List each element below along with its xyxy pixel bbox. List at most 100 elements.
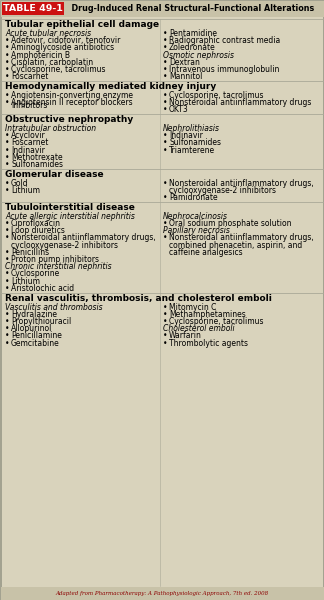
Text: •: •: [5, 146, 9, 155]
Text: Cyclosporine: Cyclosporine: [11, 269, 60, 278]
Text: TABLE 49-1: TABLE 49-1: [3, 4, 63, 13]
Bar: [1, 1, 323, 16]
Text: cyclooxygenase-2 inhibitors: cyclooxygenase-2 inhibitors: [11, 241, 118, 250]
Text: Aristolochic acid: Aristolochic acid: [11, 284, 74, 293]
Text: •: •: [163, 317, 168, 326]
Text: •: •: [163, 310, 168, 319]
Text: Gemcitabine: Gemcitabine: [11, 338, 60, 347]
Text: •: •: [163, 338, 168, 347]
Bar: [2, 2, 64, 15]
Text: •: •: [163, 233, 168, 242]
Text: Foscarnet: Foscarnet: [11, 72, 48, 81]
Text: •: •: [5, 233, 9, 242]
Text: Sulfonamides: Sulfonamides: [11, 160, 63, 169]
Text: caffeine analgesics: caffeine analgesics: [169, 248, 243, 257]
Text: Papillary necrosis: Papillary necrosis: [163, 226, 230, 235]
Text: •: •: [163, 331, 168, 340]
Text: •: •: [5, 43, 9, 52]
Text: Pentamidine: Pentamidine: [169, 29, 217, 38]
Text: Triamterene: Triamterene: [169, 146, 215, 155]
Text: •: •: [5, 226, 9, 235]
Text: •: •: [163, 43, 168, 52]
Text: •: •: [163, 131, 168, 140]
Text: Pamidronate: Pamidronate: [169, 193, 218, 202]
Text: Indinavir: Indinavir: [169, 131, 203, 140]
Text: Oral sodium phosphate solution: Oral sodium phosphate solution: [169, 219, 292, 228]
Text: Nephrocalcinosis: Nephrocalcinosis: [163, 212, 228, 221]
Text: •: •: [5, 269, 9, 278]
Text: •: •: [5, 324, 9, 333]
Text: •: •: [5, 179, 9, 188]
Text: •: •: [5, 160, 9, 169]
Text: Obstructive nephropathy: Obstructive nephropathy: [5, 115, 133, 124]
Text: •: •: [163, 193, 168, 202]
Text: •: •: [163, 29, 168, 38]
Text: Methamphetamines: Methamphetamines: [169, 310, 246, 319]
Text: Angiotensin-converting enzyme
inhibitors: Angiotensin-converting enzyme inhibitors: [11, 91, 133, 110]
Text: combined phenacetin, aspirin, and: combined phenacetin, aspirin, and: [169, 241, 302, 250]
Text: Penicillamine: Penicillamine: [11, 331, 62, 340]
Text: Nonsteroidal antiinflammatory drugs: Nonsteroidal antiinflammatory drugs: [169, 98, 311, 107]
Text: Zoledronate: Zoledronate: [169, 43, 216, 52]
Text: •: •: [5, 36, 9, 45]
Text: Amphotericin B: Amphotericin B: [11, 50, 70, 59]
Text: Thrombolytic agents: Thrombolytic agents: [169, 338, 248, 347]
Text: Nephrolithiasis: Nephrolithiasis: [163, 124, 220, 133]
Text: •: •: [163, 146, 168, 155]
Text: Dextran: Dextran: [169, 58, 200, 67]
Text: Cyclosporine, tacrolimus: Cyclosporine, tacrolimus: [11, 65, 106, 74]
Text: •: •: [5, 131, 9, 140]
Text: •: •: [5, 65, 9, 74]
Text: Hydralazine: Hydralazine: [11, 310, 57, 319]
Text: •: •: [5, 331, 9, 340]
Text: Cisplatin, carboplatin: Cisplatin, carboplatin: [11, 58, 93, 67]
Text: Indinavir: Indinavir: [11, 146, 45, 155]
Text: •: •: [163, 302, 168, 311]
Text: Allopurinol: Allopurinol: [11, 324, 52, 333]
Text: Mannitol: Mannitol: [169, 72, 202, 81]
Text: Warfarin: Warfarin: [169, 331, 202, 340]
Text: OKT3: OKT3: [169, 106, 189, 115]
Text: Radiographic contrast media: Radiographic contrast media: [169, 36, 280, 45]
Text: Cyclosporine, tacrolimus: Cyclosporine, tacrolimus: [169, 317, 263, 326]
Text: •: •: [5, 338, 9, 347]
Text: •: •: [5, 284, 9, 293]
Text: Vasculitis and thrombosis: Vasculitis and thrombosis: [5, 302, 103, 311]
Text: •: •: [5, 91, 9, 100]
Text: Penicillins: Penicillins: [11, 248, 49, 257]
Text: •: •: [5, 153, 9, 162]
Text: •: •: [163, 179, 168, 188]
Text: Acute tubular necrosis: Acute tubular necrosis: [5, 29, 91, 38]
Text: Sulfonamides: Sulfonamides: [169, 139, 221, 148]
Text: Foscarnet: Foscarnet: [11, 139, 48, 148]
Text: Mitomycin C: Mitomycin C: [169, 302, 216, 311]
Text: Drug-Induced Renal Structural–Functional Alterations: Drug-Induced Renal Structural–Functional…: [66, 4, 315, 13]
Text: Intratubular obstruction: Intratubular obstruction: [5, 124, 96, 133]
Text: •: •: [163, 219, 168, 228]
Text: •: •: [163, 58, 168, 67]
Text: Acyclovir: Acyclovir: [11, 131, 46, 140]
Text: •: •: [5, 317, 9, 326]
Text: Cholesterol emboli: Cholesterol emboli: [163, 324, 235, 333]
Text: •: •: [5, 248, 9, 257]
Text: Nonsteroidal antiinflammatory drugs,: Nonsteroidal antiinflammatory drugs,: [169, 233, 314, 242]
Text: •: •: [5, 50, 9, 59]
Text: Adefovir, cidofovir, tenofovir: Adefovir, cidofovir, tenofovir: [11, 36, 121, 45]
Text: •: •: [163, 36, 168, 45]
Text: •: •: [163, 65, 168, 74]
Text: Aminoglycoside antibiotics: Aminoglycoside antibiotics: [11, 43, 114, 52]
Text: •: •: [163, 98, 168, 107]
Text: Proton pump inhibitors: Proton pump inhibitors: [11, 255, 99, 264]
Text: •: •: [5, 98, 9, 107]
Text: Nonsteroidal antiinflammatory drugs,: Nonsteroidal antiinflammatory drugs,: [11, 233, 156, 242]
Text: •: •: [5, 58, 9, 67]
Text: Renal vasculitis, thrombosis, and cholesterol emboli: Renal vasculitis, thrombosis, and choles…: [5, 293, 272, 302]
Text: •: •: [5, 186, 9, 195]
Text: Propylthiouracil: Propylthiouracil: [11, 317, 71, 326]
Text: Angiotensin II receptor blockers: Angiotensin II receptor blockers: [11, 98, 133, 107]
Text: •: •: [163, 106, 168, 115]
Text: Chronic interstitial nephritis: Chronic interstitial nephritis: [5, 262, 112, 271]
Text: Glomerular disease: Glomerular disease: [5, 170, 104, 179]
Text: Acute allergic interstitial nephritis: Acute allergic interstitial nephritis: [5, 212, 135, 221]
Text: Methotrexate: Methotrexate: [11, 153, 63, 162]
